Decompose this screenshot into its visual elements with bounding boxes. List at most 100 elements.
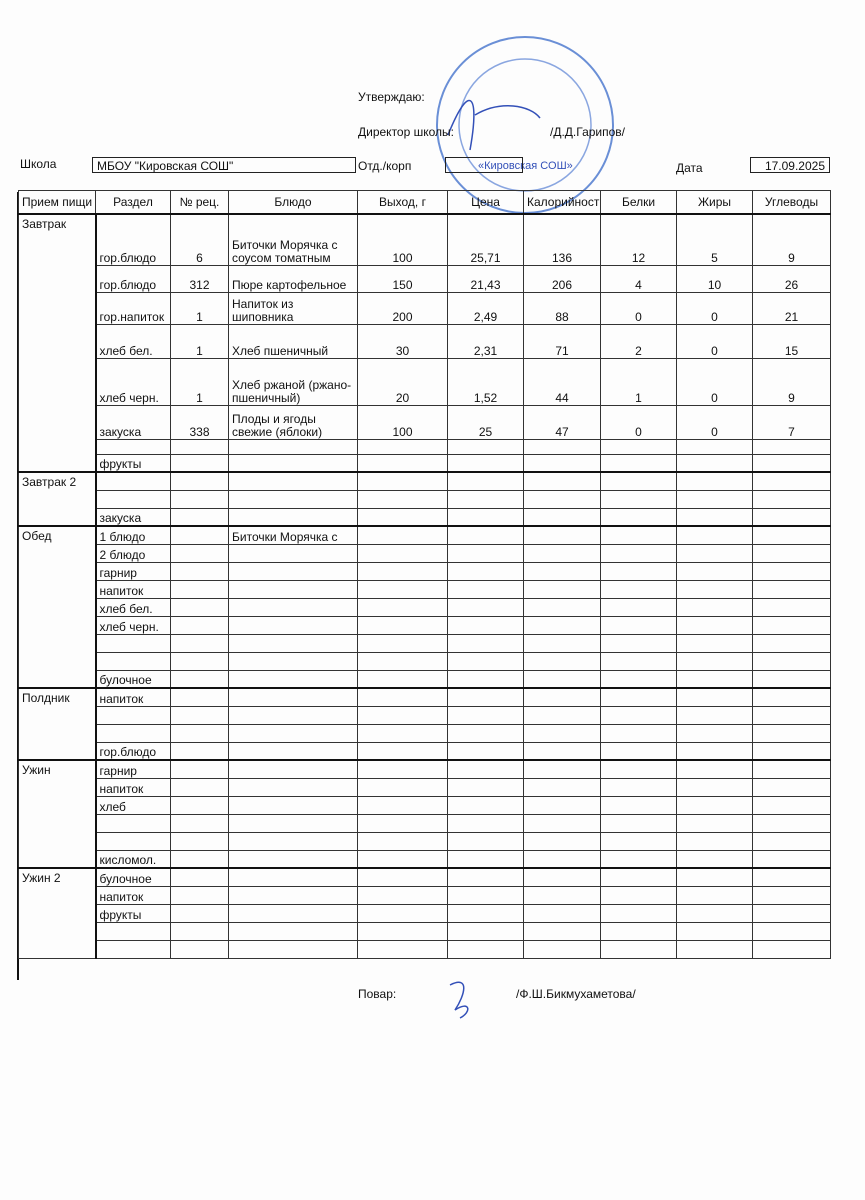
approve: Утверждаю: — [358, 90, 425, 104]
empty-cell — [676, 867, 753, 887]
menu-row: булочное — [19, 669, 831, 689]
empty-cell — [752, 795, 831, 815]
cell: 136 — [523, 213, 601, 266]
empty-cell — [95, 438, 171, 455]
empty-cell — [228, 615, 358, 635]
empty-cell — [447, 687, 524, 707]
empty-cell — [228, 831, 358, 851]
empty-cell — [170, 921, 229, 941]
meal-cell: Ужин — [18, 759, 97, 869]
empty-cell — [752, 453, 831, 473]
cell: фрукты — [95, 453, 171, 473]
meal-cell: Обед — [18, 525, 97, 689]
menu-row: гарнир — [19, 561, 831, 581]
cell: 26 — [752, 264, 831, 293]
empty-cell — [95, 633, 171, 653]
cell: булочное — [95, 867, 171, 887]
empty-cell — [357, 777, 448, 797]
cell: 6 — [170, 213, 229, 266]
empty-cell — [170, 885, 229, 905]
empty-cell — [357, 471, 448, 491]
empty-cell — [447, 903, 524, 923]
empty-cell — [752, 651, 831, 671]
empty-cell — [447, 453, 524, 473]
empty-cell — [676, 597, 753, 617]
empty-cell — [228, 561, 358, 581]
cell: 21,43 — [447, 264, 524, 293]
empty-cell — [447, 723, 524, 743]
menu-row: хлеб черн. 1 Хлеб ржаной (ржано-пшеничный)… — [19, 357, 831, 406]
cell: напиток — [95, 687, 171, 707]
empty-cell — [676, 507, 753, 527]
empty-cell — [447, 438, 524, 455]
empty-cell — [170, 651, 229, 671]
cell: 338 — [170, 404, 229, 440]
cell: напиток — [95, 777, 171, 797]
empty-cell — [228, 705, 358, 725]
empty-cell — [752, 813, 831, 833]
empty-cell — [447, 507, 524, 527]
empty-cell — [357, 669, 448, 689]
cell: 0 — [600, 404, 677, 440]
empty-cell — [357, 597, 448, 617]
empty-cell — [523, 597, 601, 617]
empty-cell — [523, 438, 601, 455]
empty-cell — [523, 471, 601, 491]
empty-cell — [170, 453, 229, 473]
menu-row: хлеб бел. 1 Хлеб пшеничный 30 2,31 71 2 0 15 — [19, 323, 831, 359]
empty-cell — [600, 921, 677, 941]
empty-cell — [523, 939, 601, 959]
empty-cell — [447, 489, 524, 509]
empty-cell — [357, 723, 448, 743]
empty-cell — [523, 561, 601, 581]
menu-row: напиток — [19, 777, 831, 797]
empty-cell — [600, 615, 677, 635]
empty-cell — [600, 813, 677, 833]
empty-cell — [752, 831, 831, 851]
cell: 47 — [523, 404, 601, 440]
empty-cell — [600, 723, 677, 743]
menu-row: гор.блюдо 312 Пюре картофельное 150 21,43 206… — [19, 264, 831, 293]
empty-cell — [170, 705, 229, 725]
empty-cell — [752, 687, 831, 707]
empty-cell — [676, 543, 753, 563]
empty-cell — [752, 939, 831, 959]
empty-cell — [752, 759, 831, 779]
empty-cell — [600, 687, 677, 707]
column-header: № рец. — [170, 190, 229, 215]
cell: 100 — [357, 213, 448, 266]
cell: 20 — [357, 357, 448, 406]
empty-cell — [357, 741, 448, 761]
empty-cell — [600, 561, 677, 581]
empty-cell — [752, 597, 831, 617]
empty-cell — [600, 651, 677, 671]
empty-cell — [676, 939, 753, 959]
empty-cell — [447, 813, 524, 833]
empty-cell — [357, 687, 448, 707]
empty-cell — [228, 921, 358, 941]
date: 17.09.2025 — [750, 157, 830, 173]
menu-row: Завтрак гор.блюдо 6 Биточки Морячка с соусо… — [18, 213, 831, 473]
empty-cell — [447, 615, 524, 635]
cell: Биточки Морячка с — [228, 525, 358, 545]
cell: 12 — [600, 213, 677, 266]
empty-cell — [676, 849, 753, 869]
empty-cell — [676, 903, 753, 923]
empty-cell — [600, 867, 677, 887]
menu-row: закуска 338 Плоды и ягоды свежие (яблоки) 1… — [19, 404, 831, 440]
empty-cell — [357, 705, 448, 725]
cell: 25 — [447, 404, 524, 440]
empty-cell — [523, 687, 601, 707]
cell: 88 — [523, 291, 601, 325]
empty-cell — [170, 489, 229, 509]
empty-cell — [357, 453, 448, 473]
empty-cell — [752, 777, 831, 797]
menu-row: хлеб черн. — [19, 615, 831, 635]
cell: 9 — [752, 213, 831, 266]
cell: напиток — [95, 579, 171, 599]
cell: 25,71 — [447, 213, 524, 266]
empty-cell — [228, 903, 358, 923]
empty-cell — [600, 507, 677, 527]
empty-cell — [447, 579, 524, 599]
